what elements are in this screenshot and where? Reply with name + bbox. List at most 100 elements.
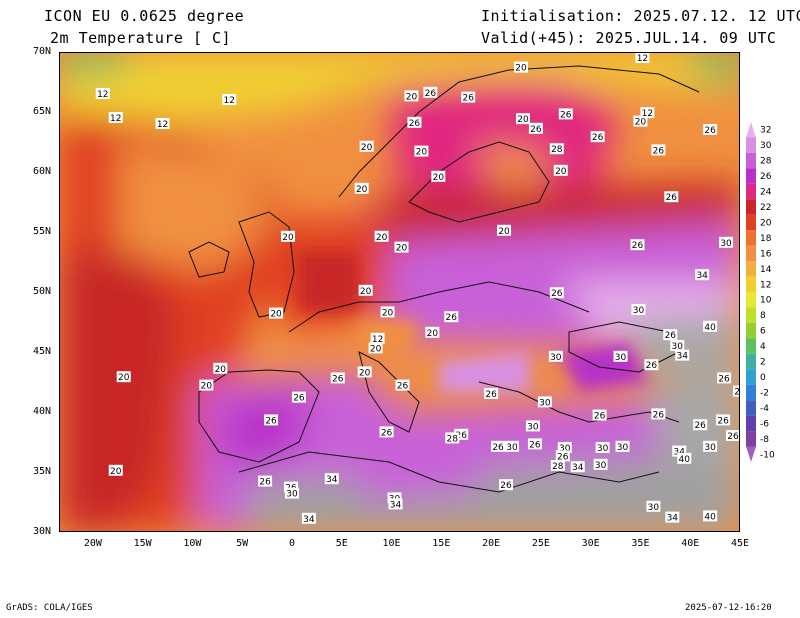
contour-label-bg bbox=[423, 86, 438, 98]
contour-label-bg bbox=[379, 426, 394, 438]
contour-label-bg bbox=[425, 326, 440, 338]
contour-label-text: 30 bbox=[648, 503, 660, 513]
contour-label: 26 bbox=[499, 479, 514, 491]
lon-label: 45E bbox=[730, 538, 750, 549]
contour-label-text: 20 bbox=[515, 64, 527, 74]
contour-label-bg bbox=[491, 440, 506, 452]
lon-label: 40E bbox=[681, 538, 700, 549]
contour-label-bg bbox=[269, 307, 284, 319]
contour-label: 20 bbox=[380, 306, 395, 318]
contour-label-text: 20 bbox=[498, 227, 510, 237]
valid-time: Valid(+45): 2025.JUL.14. 09 UTC bbox=[481, 29, 777, 47]
contour-label-text: 12 bbox=[637, 54, 648, 64]
contour-label-bg bbox=[284, 487, 299, 499]
contour-label-bg bbox=[499, 479, 514, 491]
contour-label-text: 20 bbox=[382, 308, 394, 318]
local-detail bbox=[299, 252, 649, 392]
contour-label-bg bbox=[116, 371, 131, 383]
colorbar-cell bbox=[746, 122, 756, 138]
contour-label: 34 bbox=[570, 461, 585, 473]
contour-label-bg bbox=[631, 304, 646, 315]
contour-label: 20 bbox=[357, 366, 372, 378]
contour-label: 34 bbox=[324, 473, 339, 485]
contour-label-bg bbox=[388, 498, 403, 510]
contour-label-text: 20 bbox=[282, 233, 294, 243]
contour-label-text: 26 bbox=[653, 410, 665, 420]
contour-label-text: 20 bbox=[118, 373, 130, 383]
contour-label-bg bbox=[703, 320, 718, 332]
contour-label-text: 26 bbox=[485, 390, 497, 400]
contour-label: 30 bbox=[613, 350, 628, 363]
contour-label-text: 26 bbox=[594, 412, 606, 422]
lon-label: 20W bbox=[83, 538, 102, 549]
contour-label-bg bbox=[291, 391, 306, 403]
contour-label-text: 20 bbox=[416, 148, 428, 158]
colorbar-cell bbox=[746, 415, 756, 432]
contour-label: 40 bbox=[677, 452, 692, 465]
contour-label-text: 30 bbox=[633, 306, 645, 316]
contour-label-text: 40 bbox=[704, 323, 716, 333]
contour-label-bg bbox=[324, 473, 339, 485]
contour-label-bg bbox=[570, 461, 585, 473]
contour-label: 30 bbox=[670, 340, 685, 352]
contour-label: 26 bbox=[484, 388, 499, 400]
contour-label-bg bbox=[664, 191, 679, 203]
contour-label-bg bbox=[677, 452, 692, 464]
contour-label-text: 26 bbox=[446, 313, 458, 323]
contour-label-bg bbox=[595, 442, 610, 453]
colorbar-cell bbox=[746, 137, 756, 153]
contour-label-text: 20 bbox=[433, 173, 445, 183]
contour-label-bg bbox=[695, 269, 710, 281]
contour-label: 26 bbox=[717, 372, 732, 384]
contour-label-text: 26 bbox=[592, 133, 604, 143]
contour-label-bg bbox=[368, 342, 383, 354]
colorbar-label: 30 bbox=[760, 141, 772, 151]
lon-label: 25E bbox=[531, 538, 550, 549]
contour-label-bg bbox=[733, 385, 740, 397]
render-timestamp: 2025-07-12-16:20 bbox=[685, 603, 772, 613]
contour-label: 26 bbox=[454, 428, 469, 441]
contour-label-text: 20 bbox=[517, 115, 529, 125]
contour-label-text: 30 bbox=[527, 422, 539, 432]
contour-label: 20 bbox=[515, 113, 530, 125]
contour-label: 26 bbox=[527, 438, 542, 450]
contour-label-bg bbox=[444, 311, 459, 323]
contour-label-text: 34 bbox=[390, 500, 402, 510]
colorbar-cell bbox=[746, 322, 756, 339]
contour-label-bg bbox=[283, 481, 298, 493]
contour-label-text: 34 bbox=[677, 352, 689, 362]
contour-label-bg bbox=[549, 287, 564, 299]
contour-label-text: 20 bbox=[359, 368, 371, 378]
contour-label: 40 bbox=[703, 320, 718, 333]
contour-label: 34 bbox=[665, 511, 680, 524]
contour-label-bg bbox=[280, 230, 295, 242]
contour-label: 34 bbox=[675, 349, 690, 362]
contour-label: 20 bbox=[425, 326, 440, 339]
contour-label-text: 34 bbox=[667, 514, 679, 524]
contour-label-text: 12 bbox=[97, 90, 108, 100]
contour-label-bg bbox=[387, 492, 402, 504]
contour-label-text: 26 bbox=[456, 431, 468, 441]
contour-label: 20 bbox=[553, 164, 568, 177]
lat-label: 60N bbox=[33, 166, 52, 177]
contour-label: 30 bbox=[631, 304, 646, 316]
contour-label-text: 26 bbox=[653, 146, 665, 156]
colorbar-cell bbox=[746, 183, 756, 200]
colorbar-label: 12 bbox=[760, 280, 771, 290]
contour-label: 26 bbox=[258, 475, 273, 488]
contour-label-bg bbox=[630, 239, 645, 251]
colorbar-label: -2 bbox=[760, 388, 769, 398]
contour-label-bg bbox=[651, 408, 666, 420]
contour-label: 20 bbox=[374, 230, 389, 243]
contour-label-text: 26 bbox=[560, 110, 572, 120]
colorbar-cell bbox=[746, 400, 756, 416]
contour-label-bg bbox=[330, 372, 345, 384]
contour-label: 20 bbox=[354, 182, 369, 195]
contour-label-text: 26 bbox=[665, 331, 677, 341]
contour-label-bg bbox=[550, 460, 565, 471]
init-time: Initialisation: 2025.07.12. 12 UTC bbox=[481, 7, 800, 25]
contour-label: 26 bbox=[651, 144, 666, 156]
contour-label-bg bbox=[484, 388, 499, 399]
contour-label: 20 bbox=[359, 140, 374, 153]
contour-label: 20 bbox=[108, 464, 123, 477]
